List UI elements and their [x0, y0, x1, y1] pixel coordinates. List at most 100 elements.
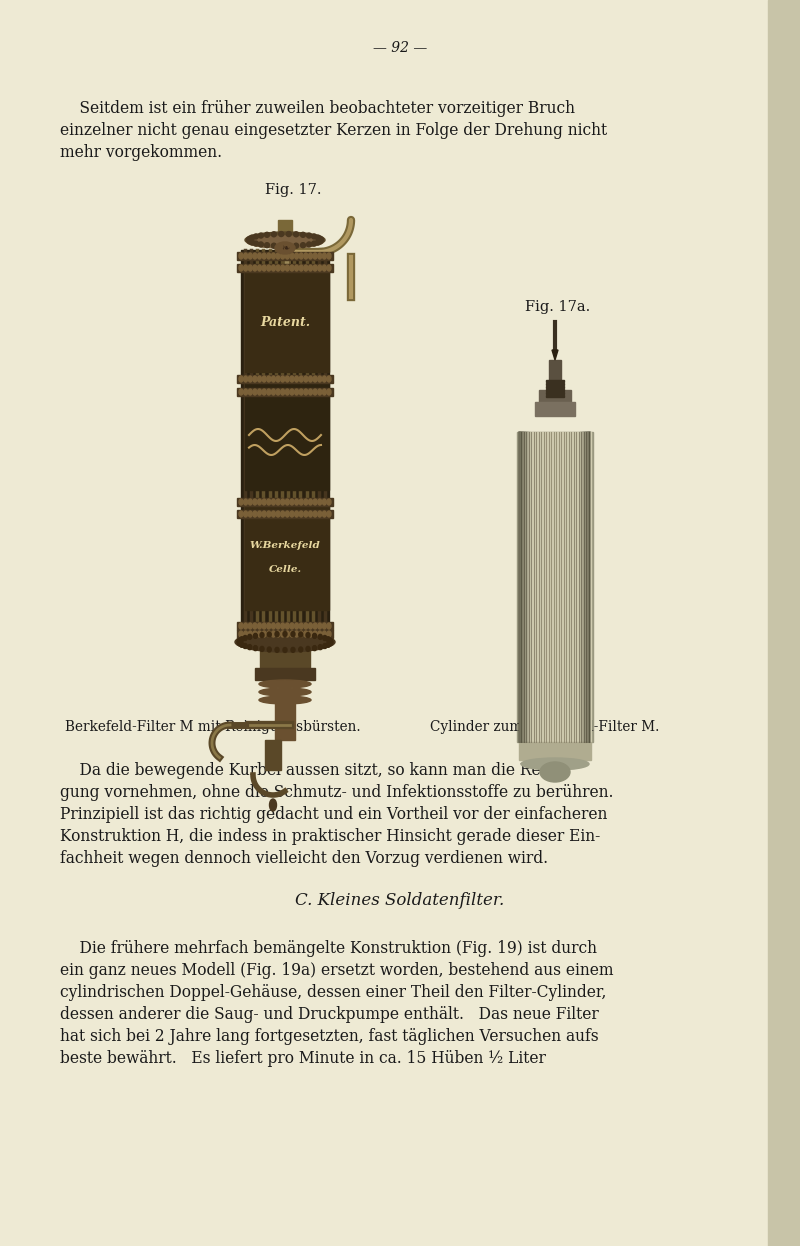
Bar: [275, 690, 295, 740]
Ellipse shape: [304, 511, 308, 517]
Text: beste bewährt.   Es liefert pro Minute in ca. 15 Hüben ½ Liter: beste bewährt. Es liefert pro Minute in …: [60, 1050, 546, 1067]
Ellipse shape: [283, 648, 287, 653]
Ellipse shape: [246, 238, 251, 243]
Ellipse shape: [266, 623, 270, 629]
Bar: [237, 622, 333, 630]
Ellipse shape: [271, 630, 275, 637]
Ellipse shape: [253, 265, 257, 270]
Bar: [237, 252, 333, 260]
Ellipse shape: [248, 634, 252, 639]
Ellipse shape: [248, 644, 252, 649]
Ellipse shape: [301, 232, 306, 237]
Ellipse shape: [271, 389, 275, 395]
Ellipse shape: [306, 647, 310, 652]
Ellipse shape: [254, 633, 258, 638]
Ellipse shape: [253, 623, 257, 629]
Ellipse shape: [260, 633, 264, 638]
Ellipse shape: [286, 265, 290, 270]
Ellipse shape: [309, 376, 313, 383]
Ellipse shape: [275, 632, 279, 637]
Ellipse shape: [313, 630, 317, 637]
Ellipse shape: [262, 511, 266, 517]
Bar: [237, 264, 333, 272]
Ellipse shape: [290, 511, 294, 517]
Bar: [245, 272, 329, 373]
Ellipse shape: [286, 376, 290, 383]
Ellipse shape: [318, 238, 323, 243]
Ellipse shape: [294, 389, 298, 395]
Ellipse shape: [265, 243, 270, 248]
Ellipse shape: [315, 240, 320, 245]
Ellipse shape: [254, 645, 258, 650]
Ellipse shape: [323, 643, 327, 648]
Ellipse shape: [258, 242, 263, 247]
Ellipse shape: [259, 697, 311, 704]
Ellipse shape: [286, 630, 290, 637]
Ellipse shape: [258, 623, 262, 629]
Ellipse shape: [244, 498, 248, 505]
Ellipse shape: [266, 376, 270, 383]
Ellipse shape: [306, 233, 311, 238]
Ellipse shape: [313, 633, 317, 638]
Bar: [519, 743, 591, 760]
Ellipse shape: [322, 498, 326, 505]
Ellipse shape: [266, 265, 270, 270]
Ellipse shape: [309, 630, 313, 637]
Ellipse shape: [262, 265, 266, 270]
Ellipse shape: [258, 630, 262, 637]
Ellipse shape: [243, 635, 247, 640]
Ellipse shape: [313, 623, 317, 629]
Ellipse shape: [309, 498, 313, 505]
Ellipse shape: [290, 253, 294, 259]
Ellipse shape: [313, 253, 317, 259]
Text: cylindrischen Doppel-Gehäuse, dessen einer Theil den Filter-Cylinder,: cylindrischen Doppel-Gehäuse, dessen ein…: [60, 984, 606, 1001]
Ellipse shape: [278, 232, 284, 237]
Ellipse shape: [244, 376, 248, 383]
Ellipse shape: [244, 623, 248, 629]
Bar: [768, 0, 800, 1246]
Ellipse shape: [239, 389, 243, 395]
Ellipse shape: [322, 389, 326, 395]
Bar: [255, 668, 315, 680]
Ellipse shape: [291, 648, 295, 653]
Ellipse shape: [309, 623, 313, 629]
Ellipse shape: [294, 376, 298, 383]
Ellipse shape: [250, 235, 254, 240]
Bar: [245, 380, 329, 490]
Ellipse shape: [235, 632, 335, 652]
Ellipse shape: [304, 376, 308, 383]
Ellipse shape: [253, 253, 257, 259]
Ellipse shape: [258, 253, 262, 259]
Ellipse shape: [276, 623, 280, 629]
Ellipse shape: [327, 511, 331, 517]
Ellipse shape: [318, 239, 322, 244]
Ellipse shape: [294, 232, 298, 237]
Bar: [260, 645, 310, 670]
Ellipse shape: [318, 498, 322, 505]
Ellipse shape: [327, 265, 331, 270]
Ellipse shape: [239, 498, 243, 505]
Ellipse shape: [299, 511, 303, 517]
Text: Konstruktion H, die indess in praktischer Hinsicht gerade dieser Ein-: Konstruktion H, die indess in praktische…: [60, 829, 600, 845]
Ellipse shape: [253, 630, 257, 637]
Bar: [519, 432, 591, 743]
Bar: [549, 360, 561, 380]
Ellipse shape: [318, 253, 322, 259]
Ellipse shape: [304, 498, 308, 505]
Ellipse shape: [313, 265, 317, 270]
Ellipse shape: [247, 235, 323, 248]
Ellipse shape: [294, 253, 298, 259]
Ellipse shape: [309, 253, 313, 259]
Ellipse shape: [318, 237, 322, 242]
Bar: [546, 392, 564, 394]
Ellipse shape: [244, 253, 248, 259]
Bar: [546, 383, 564, 385]
Ellipse shape: [266, 511, 270, 517]
Text: Patent.: Patent.: [260, 315, 310, 329]
Ellipse shape: [247, 239, 252, 244]
Ellipse shape: [238, 640, 242, 645]
Ellipse shape: [254, 240, 258, 245]
Text: dessen anderer die Saug- und Druckpumpe enthält.   Das neue Filter: dessen anderer die Saug- und Druckpumpe …: [60, 1006, 598, 1023]
Ellipse shape: [248, 389, 252, 395]
Ellipse shape: [304, 253, 308, 259]
